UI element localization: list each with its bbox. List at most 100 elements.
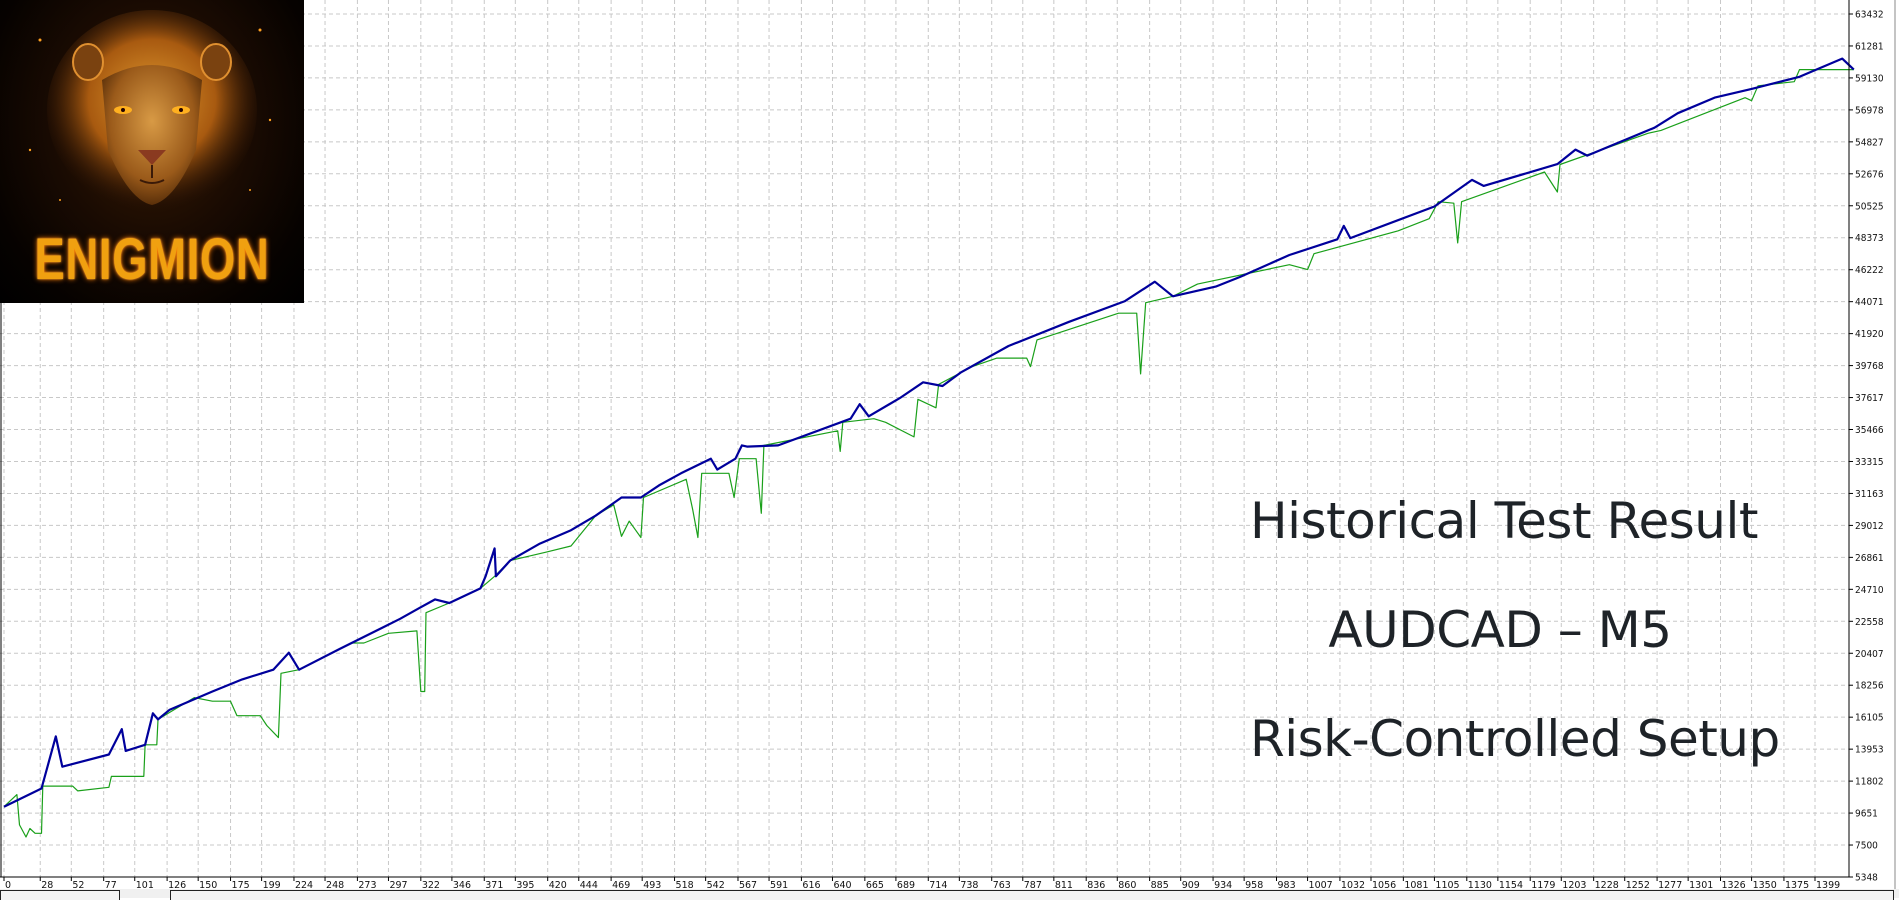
y-tick-label: 24710 [1855, 585, 1884, 596]
bottom-panel-box [170, 890, 1894, 900]
x-tick-label: 1350 [1753, 880, 1777, 891]
x-tick-label: 640 [833, 880, 851, 891]
x-tick-label: 444 [580, 880, 598, 891]
x-tick-label: 1228 [1595, 880, 1619, 891]
x-tick-label: 1032 [1341, 880, 1365, 891]
x-tick-label: 1252 [1626, 880, 1650, 891]
y-tick-label: 48373 [1855, 233, 1884, 244]
series-lines [3, 57, 1855, 838]
y-tick-labels: 63432 61281 59130 56978 54827 52676 50525 48373… [1849, 10, 1884, 884]
x-tick-label: 322 [422, 880, 440, 891]
y-tick-label: 5348 [1855, 873, 1878, 884]
x-tick-label: 958 [1245, 880, 1263, 891]
x-tick-label: 1179 [1531, 880, 1555, 891]
overlay-subtitle: Risk-Controlled Setup [1250, 710, 1780, 768]
y-tick-label: 44071 [1855, 297, 1884, 308]
y-tick-label: 61281 [1855, 41, 1884, 52]
x-tick-label: 371 [485, 880, 503, 891]
x-tick-label: 567 [739, 880, 757, 891]
lion-icon [28, 10, 272, 210]
y-tick-label: 33315 [1855, 457, 1884, 468]
x-tick-label: 763 [993, 880, 1011, 891]
x-tick-label: 787 [1024, 880, 1042, 891]
x-tick-label: 273 [358, 880, 376, 891]
balance-line [3, 57, 1855, 808]
y-tick-label: 16105 [1855, 713, 1884, 724]
x-tick-label: 469 [612, 880, 630, 891]
y-tick-label: 26861 [1855, 553, 1884, 564]
equity-line [3, 68, 1854, 838]
x-tick-label: 297 [389, 880, 407, 891]
y-tick-label: 20407 [1855, 649, 1884, 660]
y-tick-label: 9651 [1855, 809, 1878, 820]
x-tick-label: 1007 [1309, 880, 1333, 891]
x-tick-labels: 0 28 52 77 101 126 150 175 199 224 248 273 297 322 346… [3, 877, 1840, 891]
y-tick-label: 46222 [1855, 265, 1884, 276]
bottom-panel [0, 889, 1899, 900]
y-tick-label: 18256 [1855, 681, 1884, 692]
bottom-panel-box [0, 890, 120, 900]
x-tick-label: 101 [136, 880, 154, 891]
y-tick-label: 41920 [1855, 329, 1884, 340]
x-tick-label: 224 [295, 880, 313, 891]
x-tick-label: 738 [960, 880, 978, 891]
y-tick-label: 29012 [1855, 521, 1884, 532]
y-tick-label: 35466 [1855, 425, 1884, 436]
y-tick-label: 22558 [1855, 617, 1884, 628]
x-tick-label: 199 [263, 880, 281, 891]
x-tick-label: 909 [1182, 880, 1200, 891]
x-tick-label: 983 [1277, 880, 1295, 891]
overlay-title: Historical Test Result [1250, 492, 1758, 550]
x-tick-label: 1277 [1658, 880, 1682, 891]
y-tick-label: 59130 [1855, 73, 1884, 84]
y-tick-label: 63432 [1855, 10, 1884, 21]
x-tick-label: 126 [168, 880, 186, 891]
logo-wordmark: ENIGMION [34, 227, 270, 292]
overlay-symbol-timeframe: AUDCAD – M5 [1328, 601, 1672, 659]
x-tick-label: 28 [41, 880, 53, 891]
y-tick-label: 31163 [1855, 489, 1884, 500]
x-tick-label: 346 [453, 880, 471, 891]
y-tick-label: 54827 [1855, 137, 1884, 148]
x-tick-label: 175 [232, 880, 250, 891]
x-tick-label: 616 [802, 880, 820, 891]
x-tick-label: 811 [1055, 880, 1073, 891]
x-tick-label: 77 [105, 880, 117, 891]
x-tick-label: 591 [770, 880, 788, 891]
x-tick-label: 1056 [1372, 880, 1396, 891]
x-tick-label: 248 [326, 880, 344, 891]
y-tick-label: 13953 [1855, 745, 1884, 756]
x-tick-label: 934 [1214, 880, 1232, 891]
x-tick-label: 665 [866, 880, 884, 891]
x-tick-label: 0 [5, 880, 11, 891]
y-tick-label: 39768 [1855, 361, 1884, 372]
x-tick-label: 1399 [1816, 880, 1840, 891]
x-tick-label: 714 [929, 880, 947, 891]
y-tick-label: 56978 [1855, 105, 1884, 116]
x-tick-label: 518 [676, 880, 694, 891]
x-tick-label: 860 [1118, 880, 1136, 891]
x-tick-label: 1326 [1722, 880, 1746, 891]
y-tick-label: 37617 [1855, 393, 1884, 404]
x-tick-label: 885 [1151, 880, 1169, 891]
x-tick-label: 150 [199, 880, 217, 891]
x-tick-label: 1081 [1404, 880, 1428, 891]
enigmion-logo: ENIGMION [0, 0, 304, 303]
x-tick-label: 1203 [1562, 880, 1586, 891]
x-tick-label: 836 [1087, 880, 1105, 891]
x-tick-label: 420 [549, 880, 567, 891]
x-tick-label: 1130 [1468, 880, 1492, 891]
y-tick-label: 52676 [1855, 169, 1884, 180]
grid-lines [0, 0, 1849, 878]
y-tick-label: 50525 [1855, 201, 1884, 212]
x-tick-label: 395 [516, 880, 534, 891]
x-tick-label: 1105 [1435, 880, 1459, 891]
x-tick-label: 542 [707, 880, 725, 891]
x-tick-label: 1301 [1689, 880, 1713, 891]
x-tick-label: 493 [643, 880, 661, 891]
x-tick-label: 689 [897, 880, 915, 891]
x-tick-label: 1154 [1499, 880, 1523, 891]
y-tick-label: 7500 [1855, 841, 1878, 852]
x-tick-label: 52 [72, 880, 84, 891]
